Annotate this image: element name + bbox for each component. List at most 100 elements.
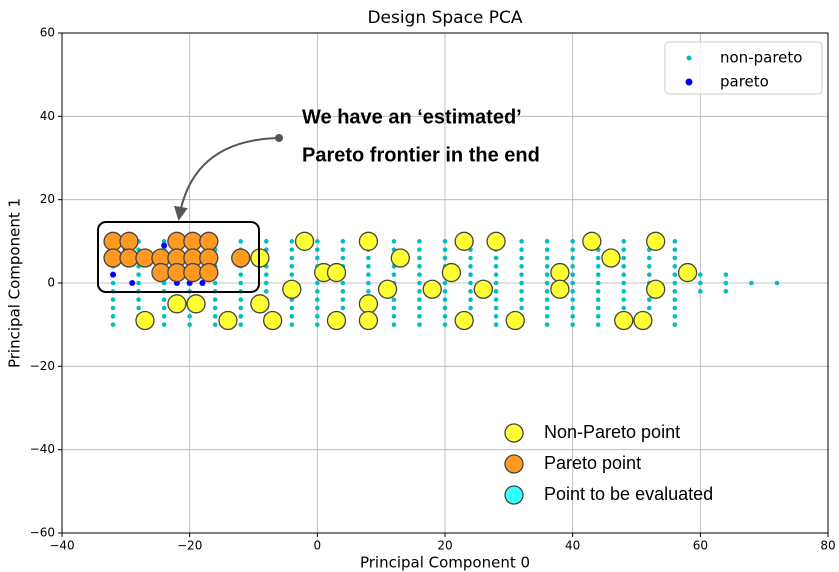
point [723, 272, 729, 277]
point [340, 280, 346, 286]
legend-label: pareto [720, 73, 769, 91]
point [723, 289, 729, 294]
point [621, 255, 627, 261]
point [289, 247, 295, 252]
point [646, 279, 666, 299]
point [282, 279, 302, 299]
point [315, 305, 320, 311]
point [672, 247, 678, 252]
point [570, 272, 575, 277]
point [723, 280, 729, 286]
point [340, 297, 346, 302]
point [390, 248, 410, 268]
point [493, 255, 499, 261]
point [417, 264, 422, 269]
point [326, 310, 347, 331]
point [570, 322, 575, 327]
point [698, 289, 703, 294]
point [519, 289, 524, 294]
point [544, 289, 550, 294]
point [544, 255, 550, 261]
point [544, 272, 550, 277]
point [442, 305, 448, 311]
legend-marker [686, 55, 692, 61]
point [183, 231, 203, 251]
point [621, 297, 627, 302]
point [493, 272, 499, 277]
point [161, 322, 167, 327]
point [468, 305, 473, 311]
point [315, 289, 320, 294]
point [212, 280, 218, 286]
x-tick-label: 60 [693, 539, 708, 553]
point [493, 314, 499, 319]
point [417, 255, 422, 261]
point [601, 248, 621, 268]
point [161, 297, 167, 302]
x-tick-label: −20 [177, 539, 202, 553]
point [442, 280, 448, 286]
point [417, 247, 422, 252]
point [544, 297, 550, 302]
point [621, 305, 627, 311]
point [633, 310, 653, 331]
point [183, 262, 203, 283]
y-tick-label: 20 [40, 192, 55, 206]
point [119, 231, 139, 251]
point [570, 264, 575, 269]
point [262, 310, 283, 331]
point [442, 314, 448, 319]
point [595, 255, 601, 261]
y-tick-label: −40 [30, 442, 55, 456]
point [212, 297, 218, 302]
point [199, 262, 219, 283]
point [289, 264, 295, 269]
point [519, 239, 524, 244]
point [110, 314, 116, 319]
point [468, 289, 473, 294]
point [493, 305, 499, 311]
point [442, 247, 448, 252]
point [315, 297, 320, 302]
point [550, 279, 570, 299]
point [391, 314, 397, 319]
point [570, 297, 575, 302]
point [167, 294, 187, 314]
point [544, 247, 550, 252]
point [550, 262, 570, 283]
point [442, 289, 448, 294]
point [110, 305, 116, 311]
x-tick-label: −40 [49, 539, 74, 553]
point [505, 310, 525, 331]
point [468, 272, 473, 277]
point [442, 297, 448, 302]
point [621, 280, 627, 286]
point [595, 264, 601, 269]
point [468, 280, 473, 286]
x-tick-label: 80 [820, 539, 835, 553]
point [698, 272, 703, 277]
point [570, 255, 575, 261]
point [212, 305, 218, 311]
point [136, 297, 141, 302]
point [493, 264, 499, 269]
point [774, 280, 780, 286]
legend-label: Non-Pareto point [544, 422, 680, 442]
point [493, 322, 499, 327]
point [519, 255, 524, 261]
point [595, 305, 601, 311]
point [340, 305, 346, 311]
point [646, 255, 652, 261]
point [391, 272, 397, 277]
point [289, 255, 295, 261]
point [199, 280, 206, 286]
point [570, 305, 575, 311]
point [289, 314, 295, 319]
point [442, 239, 448, 244]
legend-marker [504, 454, 524, 474]
point [391, 322, 397, 327]
point [212, 322, 218, 327]
point [621, 264, 627, 269]
x-tick-label: 0 [314, 539, 322, 553]
